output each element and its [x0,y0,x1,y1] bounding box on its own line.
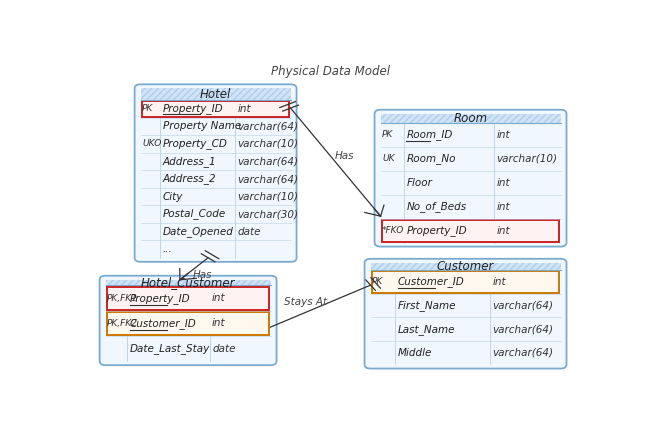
Bar [381,114,561,123]
Text: Date_Opened: Date_Opened [163,226,233,237]
Text: Middle: Middle [398,348,432,358]
Text: int: int [237,104,251,114]
Bar [107,312,269,335]
Text: Stays At: Stays At [284,297,328,307]
Text: Room: Room [453,112,488,125]
Text: Has: Has [193,270,213,280]
Text: PK: PK [372,277,383,286]
Text: Property_ID: Property_ID [406,225,467,236]
FancyBboxPatch shape [135,84,297,262]
Text: Customer_ID: Customer_ID [398,276,464,287]
Text: PK: PK [382,130,393,139]
Text: Room_No: Room_No [406,153,456,164]
Text: int: int [212,318,226,328]
Text: PK: PK [142,104,154,114]
Bar [370,263,561,270]
Text: varchar(64): varchar(64) [493,301,553,310]
Text: Has: Has [335,151,354,161]
Bar [141,88,290,100]
Text: Customer: Customer [437,260,494,273]
Text: City: City [163,191,183,202]
Text: varchar(10): varchar(10) [237,139,299,149]
Bar [382,220,559,242]
Text: Room_ID: Room_ID [406,129,453,140]
Bar [106,280,271,286]
Text: *FKO: *FKO [382,226,404,235]
Text: Customer_ID: Customer_ID [130,318,196,329]
Text: Postal_Code: Postal_Code [163,209,226,220]
FancyBboxPatch shape [364,259,566,369]
Text: UK: UK [382,154,395,163]
Bar [142,101,289,117]
FancyBboxPatch shape [375,110,566,246]
Text: No_of_Beds: No_of_Beds [406,201,466,212]
Text: int: int [497,130,510,140]
Text: int: int [497,202,510,212]
Text: PK,FK1: PK,FK1 [107,293,138,303]
Text: First_Name: First_Name [398,300,456,311]
Text: UKO: UKO [142,139,161,148]
Text: int: int [497,178,510,188]
Text: varchar(30): varchar(30) [237,209,299,219]
Text: PK,FK2: PK,FK2 [107,319,138,328]
Text: int: int [212,293,226,303]
Text: Property_ID: Property_ID [130,293,190,304]
Bar [107,286,269,310]
Text: Date_Last_Stay: Date_Last_Stay [130,343,210,354]
Text: Property_CD: Property_CD [163,139,228,150]
Text: Property_ID: Property_ID [163,103,223,114]
Text: int: int [493,277,506,287]
Bar [141,88,290,100]
FancyBboxPatch shape [99,276,277,365]
Text: ...: ... [163,244,172,254]
Text: Hotel: Hotel [200,88,231,101]
Text: varchar(64): varchar(64) [493,348,553,358]
Text: Physical Data Model: Physical Data Model [271,65,390,77]
Text: Hotel_Customer: Hotel_Customer [141,276,235,289]
Text: date: date [212,344,235,353]
Text: Address_1: Address_1 [163,156,216,167]
Text: varchar(10): varchar(10) [497,154,557,164]
Bar [370,263,561,270]
Text: Address_2: Address_2 [163,173,216,184]
Text: varchar(10): varchar(10) [237,191,299,202]
Bar [381,114,561,123]
Text: Floor: Floor [406,178,432,188]
Text: varchar(64): varchar(64) [237,121,299,132]
Bar [372,271,559,293]
Text: varchar(64): varchar(64) [237,174,299,184]
Text: varchar(64): varchar(64) [237,157,299,166]
Text: int: int [497,226,510,235]
Text: Property Name: Property Name [163,121,241,132]
Text: varchar(64): varchar(64) [493,324,553,334]
Text: date: date [237,227,261,237]
Bar [106,280,271,286]
Text: Last_Name: Last_Name [398,323,455,334]
